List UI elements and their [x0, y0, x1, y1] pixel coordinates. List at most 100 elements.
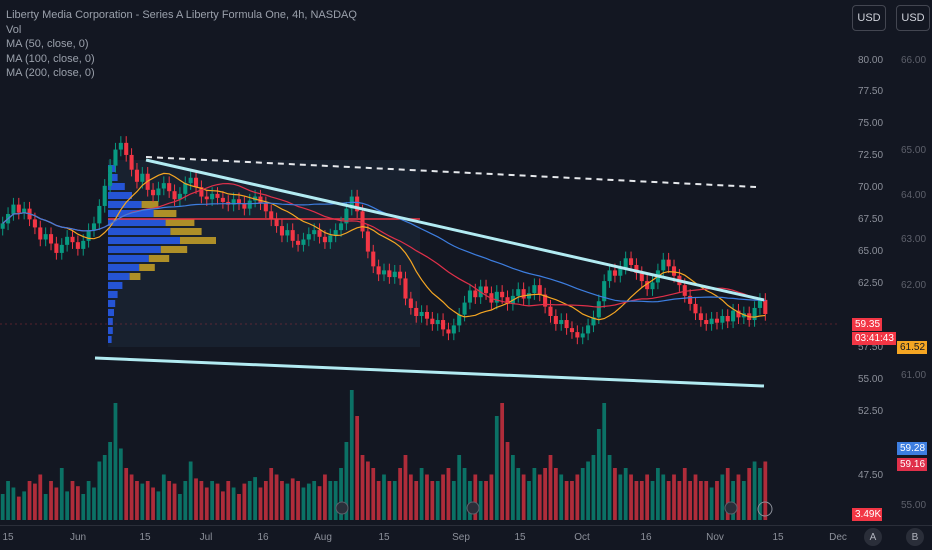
candle-body [129, 154, 134, 170]
candle-body [140, 173, 145, 182]
volume-bar [688, 481, 693, 520]
volume-bar [371, 468, 376, 520]
volume-bar [725, 468, 730, 520]
time-axis-label: Aug [314, 532, 332, 543]
volume-bar [747, 468, 752, 520]
candle-body [172, 191, 177, 200]
candle-body [134, 169, 139, 182]
candle-body [414, 307, 419, 316]
volume-bar [720, 474, 725, 520]
candle-body [435, 320, 440, 325]
candle-body [279, 226, 284, 236]
price-axis-label: 67.50 [858, 214, 884, 225]
legend-ma200[interactable]: MA (200, close, 0) [6, 67, 95, 79]
volume-bar [306, 483, 311, 520]
candle-body [725, 316, 730, 322]
legend-ma50[interactable]: MA (50, close, 0) [6, 38, 89, 50]
volume-bar [698, 481, 703, 520]
volume-profile-bar [108, 327, 113, 334]
lower-trendline [94, 356, 765, 388]
volume-bar [403, 455, 408, 520]
volume-profile-bar [108, 309, 114, 316]
auto-scale-toggle[interactable]: B [906, 528, 924, 546]
volume-bar [591, 455, 596, 520]
price-axis2-label: 64.00 [901, 190, 927, 201]
candle-body [484, 286, 489, 294]
volume-bar [178, 494, 182, 520]
candle-body [639, 273, 644, 282]
candle-body [360, 211, 365, 232]
volume-profile-bar-alt [141, 201, 159, 208]
candle-body [575, 332, 580, 338]
candle-body [392, 271, 397, 278]
candle-body [124, 142, 129, 155]
candle-body [32, 219, 37, 228]
volume-bar [505, 442, 510, 520]
volume-bar [634, 481, 639, 520]
time-axis-label: 15 [378, 532, 390, 543]
volume-profile-bar-alt [129, 273, 141, 280]
price-axis-label: 62.50 [858, 278, 884, 289]
candle-body [634, 265, 639, 274]
candle-body [494, 291, 499, 303]
candle-body [161, 183, 166, 189]
candle-body [516, 289, 521, 296]
candle-body [446, 329, 451, 334]
volume-bar [285, 483, 290, 520]
volume-bar [296, 481, 300, 520]
candle-body [736, 310, 741, 318]
legend-title: Liberty Media Corporation - Series A Lib… [6, 9, 357, 21]
currency-button-right[interactable]: USD [896, 5, 930, 31]
volume-bar [618, 474, 623, 520]
candle-body [86, 230, 91, 241]
volume-profile-bar [108, 264, 140, 271]
volume-bar [736, 474, 741, 520]
upper-trendline [145, 158, 765, 302]
volume-bar [387, 481, 392, 520]
candle-body [188, 177, 193, 184]
candle-body [231, 199, 236, 205]
candle-body [564, 320, 569, 329]
volume-bar [118, 448, 123, 520]
last-price-tag: 59.35 [852, 318, 882, 331]
candle-body [210, 193, 215, 200]
candle-body [763, 299, 768, 314]
price-axis-label: 75.00 [858, 118, 884, 129]
dashed-trendline [145, 156, 757, 188]
price-axis-label: 80.00 [858, 55, 884, 66]
candle-body [403, 278, 408, 299]
candle-body [500, 291, 505, 298]
candle-body [247, 200, 252, 209]
volume-bar [86, 481, 91, 520]
log-scale-toggle[interactable]: A [864, 528, 882, 546]
ma50-tag: 61.52 [897, 341, 927, 354]
legend-volume[interactable]: Vol [6, 23, 22, 36]
volume-bar [537, 474, 542, 520]
volume-bar [366, 461, 370, 520]
candle-body [285, 230, 290, 236]
volume-profile-bar [108, 228, 171, 235]
candle-body [618, 267, 623, 276]
candle-body [11, 204, 16, 214]
dividend-marker-icon [757, 501, 773, 517]
volume-bar [435, 481, 440, 520]
volume-bar [113, 403, 118, 520]
time-axis-label: Sep [452, 532, 470, 543]
volume-bar [408, 474, 413, 520]
candle-body [661, 259, 666, 271]
volume-bar [75, 486, 80, 520]
time-axis-label: 15 [772, 532, 784, 543]
candle-body [693, 303, 698, 314]
candle-body [22, 208, 27, 213]
candle-body [752, 307, 757, 321]
volume-bar [629, 474, 633, 520]
price-chart[interactable] [0, 0, 840, 525]
volume-bar [613, 468, 617, 520]
volume-profile-bar-alt [139, 264, 155, 271]
time-axis-label: Jun [69, 532, 87, 543]
candle-body [204, 196, 209, 200]
currency-button-left[interactable]: USD [852, 5, 886, 31]
legend-ma100[interactable]: MA (100, close, 0) [6, 52, 95, 65]
volume-bar [263, 481, 268, 520]
volume-bar [704, 481, 709, 520]
